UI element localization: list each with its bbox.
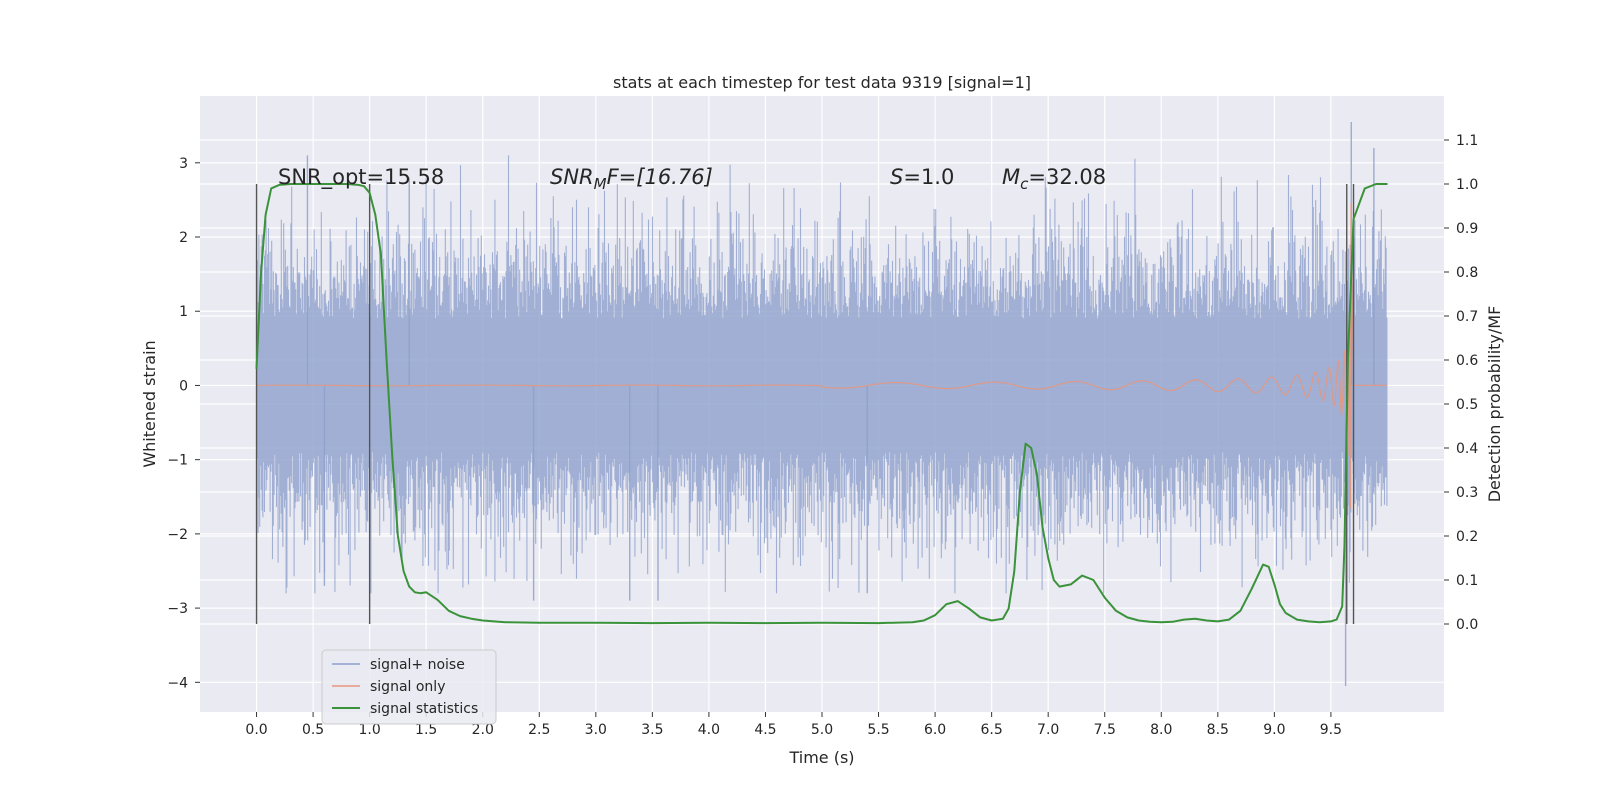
y-right-tick-label: 0.1 [1456, 573, 1478, 589]
x-tick-label: 5.5 [867, 722, 889, 738]
legend: signal+ noise signal only signal statist… [321, 649, 497, 725]
x-tick-label: 0.5 [302, 722, 324, 738]
legend-label-signal-statistics: signal statistics [370, 701, 478, 717]
annotation-snr-mf-sub: M [594, 175, 607, 193]
x-tick-label: 3.5 [641, 722, 663, 738]
x-tick-label: 4.0 [698, 722, 720, 738]
y-right-tick-label: 0.0 [1456, 617, 1478, 633]
annotation-mc: Mc=32.08 [1002, 165, 1106, 193]
annotation-snr-mf-rest: F=[16.76] [607, 165, 713, 189]
x-tick-label: 2.5 [528, 722, 550, 738]
y-right-tick-label: 0.9 [1456, 221, 1478, 237]
y-right-tick-label: 0.2 [1456, 529, 1478, 545]
legend-frame [321, 649, 497, 725]
x-axis-ticks: 0.0 0.5 1.0 1.5 2.0 2.5 3.0 3.5 4.0 4.5 5.0 5.5 6.0 6… [245, 712, 1342, 738]
y-right-tick-label: 0.5 [1456, 397, 1478, 413]
y-right-tick-label: 0.6 [1456, 353, 1478, 369]
x-axis-label: Time (s) [788, 748, 854, 767]
x-tick-label: 8.5 [1207, 722, 1229, 738]
x-tick-label: 9.0 [1263, 722, 1285, 738]
y-right-tick-label: 0.4 [1456, 441, 1478, 457]
annotation-snr-mf-main: SNR [550, 165, 594, 189]
x-tick-label: 1.0 [359, 722, 381, 738]
annotation-snr-mf: SNRMF=[16.76] [550, 165, 713, 193]
x-tick-label: 6.5 [981, 722, 1003, 738]
annotation-s: S=1.0 [890, 165, 954, 189]
x-tick-label: 1.5 [415, 722, 437, 738]
annotation-s-rest: =1.0 [903, 165, 954, 189]
signal-only-line [256, 203, 1388, 509]
y-right-tick-label: 0.8 [1456, 265, 1478, 281]
x-tick-label: 2.0 [472, 722, 494, 738]
y-axis-left-label: Whitened strain [140, 340, 159, 467]
y-axis-right-ticks: 1.1 1.0 0.9 0.8 0.7 0.6 0.5 0.4 0.3 0.2 0.1 0.0 [1444, 133, 1478, 633]
y-axis-left-ticks: 3 2 1 0 −1 −2 −3 −4 [167, 156, 200, 691]
y-left-tick-label: 3 [179, 156, 188, 172]
y-left-tick-label: 2 [179, 230, 188, 246]
y-right-tick-label: 1.1 [1456, 133, 1478, 149]
legend-label-signal-only: signal only [370, 679, 445, 695]
y-left-tick-label: −4 [167, 675, 188, 691]
y-right-tick-label: 0.7 [1456, 309, 1478, 325]
annotation-mc-main: M [1002, 165, 1020, 189]
x-tick-label: 3.0 [585, 722, 607, 738]
x-tick-label: 7.5 [1094, 722, 1116, 738]
x-tick-label: 4.5 [754, 722, 776, 738]
annotation-s-main: S [890, 165, 903, 189]
y-axis-right-label: Detection probability/MF [1485, 306, 1504, 503]
annotation-mc-rest: =32.08 [1028, 165, 1106, 189]
y-left-tick-label: 0 [179, 378, 188, 394]
x-tick-label: 9.5 [1320, 722, 1342, 738]
x-tick-label: 6.0 [924, 722, 946, 738]
signal-plus-noise-series [255, 121, 1388, 687]
vertical-markers [255, 184, 1355, 624]
y-left-tick-label: 1 [179, 304, 188, 320]
annotation-mc-sub: c [1020, 175, 1029, 193]
legend-label-signal-plus-noise: signal+ noise [370, 657, 465, 673]
x-tick-label: 8.0 [1150, 722, 1172, 738]
x-tick-label: 7.0 [1037, 722, 1059, 738]
x-tick-label: 5.0 [811, 722, 833, 738]
y-right-tick-label: 0.3 [1456, 485, 1478, 501]
x-tick-label: 0.0 [245, 722, 267, 738]
signal-statistics-line [255, 183, 1388, 625]
chart-title: stats at each timestep for test data 931… [613, 73, 1031, 92]
annotation-snr-opt: SNR_opt=15.58 [278, 165, 444, 190]
signal-only-series [256, 203, 1388, 509]
y-left-tick-label: −1 [167, 453, 188, 469]
signal-statistics-series [255, 183, 1388, 625]
y-left-tick-label: −2 [167, 527, 188, 543]
y-left-tick-label: −3 [167, 601, 188, 617]
y-right-tick-label: 1.0 [1456, 177, 1478, 193]
